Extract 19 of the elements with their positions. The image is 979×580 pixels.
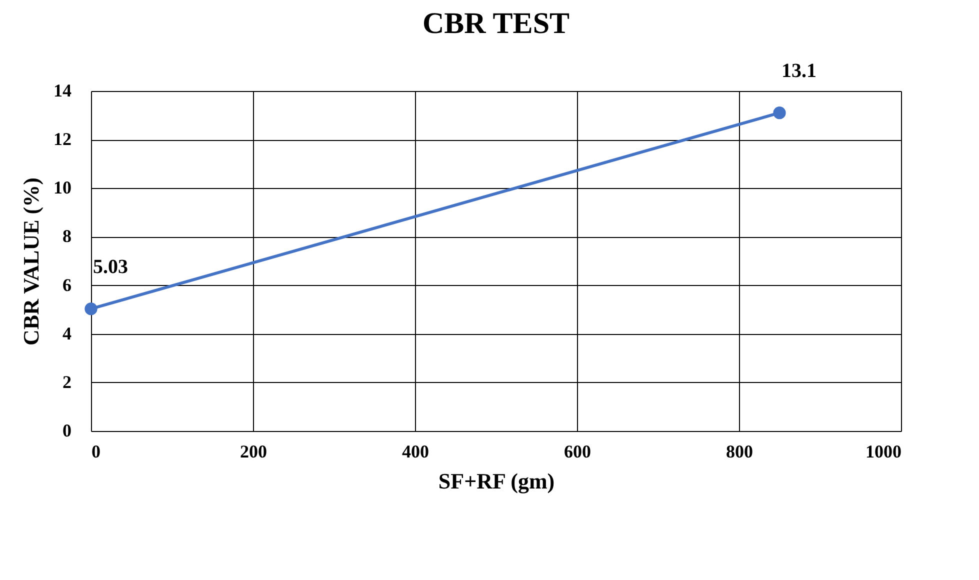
x-tick-label: 400 — [402, 442, 429, 462]
x-tick-label: 800 — [726, 442, 753, 462]
x-tick-label: 1000 — [866, 442, 902, 462]
y-tick-label: 12 — [54, 129, 72, 150]
x-tick-label: 200 — [240, 442, 267, 462]
y-axis-title: CBR VALUE (%) — [18, 178, 44, 346]
y-tick-label: 4 — [62, 323, 72, 344]
x-tick-label: 0 — [92, 442, 100, 462]
y-tick-label: 2 — [62, 372, 72, 392]
x-axis-title: SF+RF (gm) — [438, 468, 555, 494]
y-tick-label: 10 — [54, 178, 72, 198]
y-tick-label: 6 — [62, 274, 72, 295]
y-tick-label: 14 — [54, 80, 72, 100]
data-label: 5.03 — [93, 256, 128, 278]
y-tick-label: 0 — [62, 420, 72, 440]
data-label: 13.1 — [782, 60, 816, 82]
x-tick-label: 600 — [564, 442, 591, 462]
chart-title: CBR TEST — [422, 6, 570, 40]
y-tick-label: 8 — [62, 226, 72, 246]
